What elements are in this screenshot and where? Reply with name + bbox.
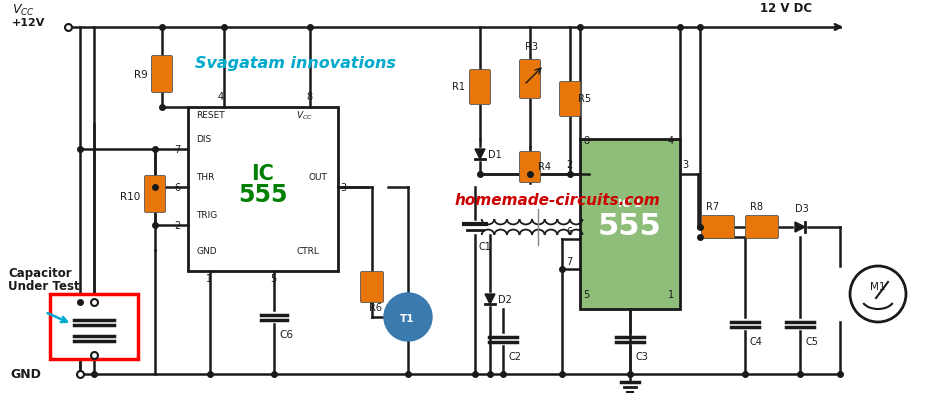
Text: +12V: +12V (12, 18, 46, 28)
FancyBboxPatch shape (152, 57, 172, 93)
FancyBboxPatch shape (519, 152, 541, 183)
Text: C2: C2 (508, 351, 521, 361)
Text: Svagatam innovations: Svagatam innovations (195, 56, 396, 71)
Text: R4: R4 (538, 162, 551, 172)
Text: D1: D1 (488, 150, 501, 160)
Text: 5: 5 (270, 273, 276, 283)
Text: 8: 8 (306, 92, 312, 102)
Text: R6: R6 (369, 302, 382, 312)
Text: 555: 555 (239, 182, 288, 207)
Text: C6: C6 (279, 329, 293, 339)
Text: DIS: DIS (196, 135, 212, 144)
Text: R7: R7 (706, 201, 720, 211)
Text: RESET: RESET (196, 111, 225, 120)
Text: R10: R10 (120, 192, 140, 201)
Text: 8: 8 (583, 136, 589, 146)
Text: 2: 2 (566, 160, 572, 170)
Text: C1: C1 (478, 241, 491, 251)
Text: C3: C3 (635, 351, 648, 361)
Text: D3: D3 (795, 203, 809, 213)
Text: Under Test: Under Test (8, 279, 79, 292)
Text: homemade-circuits.com: homemade-circuits.com (455, 192, 661, 207)
Text: R8: R8 (750, 201, 763, 211)
Text: GND: GND (196, 246, 216, 255)
FancyBboxPatch shape (470, 70, 490, 105)
Polygon shape (795, 223, 805, 233)
FancyBboxPatch shape (559, 82, 581, 117)
Text: T1: T1 (400, 313, 415, 323)
Text: Capacitor: Capacitor (8, 266, 72, 279)
Text: D2: D2 (498, 294, 512, 304)
Text: GND: GND (10, 367, 41, 380)
Bar (50, 294, 138, 359)
Text: R3: R3 (525, 42, 538, 52)
Text: $V_{CC}$: $V_{CC}$ (296, 109, 313, 121)
Text: 4: 4 (218, 92, 224, 102)
Text: C4: C4 (750, 336, 763, 346)
FancyBboxPatch shape (144, 176, 166, 213)
Text: OUT: OUT (308, 172, 327, 182)
FancyBboxPatch shape (361, 272, 383, 303)
Text: $V_{CC}$: $V_{CC}$ (12, 3, 34, 18)
Text: THR: THR (196, 172, 214, 182)
Text: IC 1: IC 1 (618, 198, 642, 209)
FancyBboxPatch shape (702, 216, 734, 239)
Polygon shape (475, 150, 485, 160)
Text: 2: 2 (174, 221, 180, 231)
Text: 7: 7 (566, 256, 572, 266)
Text: 1: 1 (668, 289, 674, 299)
Text: R1: R1 (452, 82, 465, 92)
Text: 7: 7 (174, 145, 180, 155)
Text: C5: C5 (805, 336, 818, 346)
Text: CTRL: CTRL (296, 246, 319, 255)
Circle shape (384, 293, 432, 341)
Text: 3: 3 (682, 160, 688, 170)
Text: 5: 5 (583, 289, 589, 299)
Text: 4: 4 (668, 136, 674, 146)
Text: 12 V DC: 12 V DC (760, 2, 812, 15)
FancyBboxPatch shape (746, 216, 778, 239)
Polygon shape (485, 294, 495, 304)
Text: 1: 1 (206, 273, 212, 283)
FancyBboxPatch shape (519, 60, 541, 99)
Text: IC: IC (252, 164, 274, 184)
Text: M1: M1 (870, 281, 885, 291)
Text: R9: R9 (134, 70, 148, 80)
Text: 3: 3 (340, 182, 346, 192)
Text: 6: 6 (174, 182, 180, 192)
Bar (188, 108, 338, 271)
Bar (580, 140, 680, 309)
Text: 6: 6 (566, 227, 572, 237)
Text: R5: R5 (578, 94, 591, 104)
Text: TRIG: TRIG (196, 211, 217, 219)
Text: 555: 555 (598, 211, 662, 241)
